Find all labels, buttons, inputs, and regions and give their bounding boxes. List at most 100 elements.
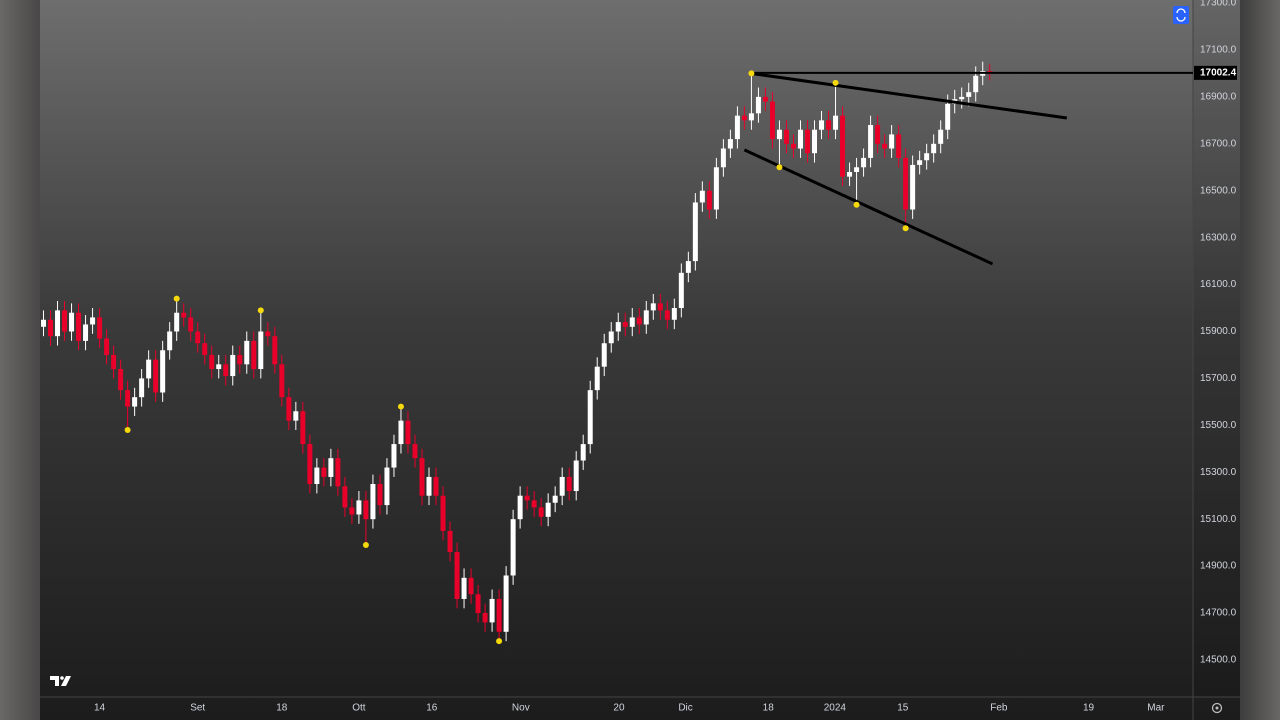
candle-body: [896, 134, 902, 158]
candle-body: [83, 324, 89, 341]
candle-body: [650, 303, 656, 311]
candle-body: [405, 420, 411, 445]
candle-body: [426, 476, 432, 496]
y-tick-label: 15100.0: [1200, 514, 1237, 525]
candle-body: [692, 202, 698, 262]
candle-body: [76, 312, 82, 341]
y-tick-label: 16900.0: [1200, 92, 1237, 103]
candle-body: [678, 272, 684, 309]
candle-body: [601, 343, 607, 367]
price-axis: [1193, 0, 1240, 697]
candle-body: [111, 354, 117, 370]
candle-body: [804, 129, 810, 154]
candle-body: [132, 397, 138, 407]
candle-body: [482, 613, 488, 623]
candle-body: [104, 338, 110, 355]
candle-body: [412, 444, 418, 459]
candle-body: [62, 310, 68, 332]
x-tick-label: 16: [426, 703, 438, 714]
candle-body: [272, 336, 278, 365]
candle-body: [566, 476, 572, 492]
candle-body: [384, 467, 390, 506]
candle-body: [840, 115, 846, 177]
candle-body: [188, 317, 194, 332]
pivot-low: [124, 427, 131, 434]
candle-body: [931, 143, 937, 154]
x-tick-label: 18: [276, 703, 288, 714]
candle-body: [573, 460, 579, 492]
candle-body: [251, 340, 257, 370]
candle-body: [363, 500, 369, 520]
candle-body: [594, 366, 600, 391]
marks: 14500.0 14700.0 14900.0 15100.0 15300.0 15500…: [41, 0, 1237, 714]
candle-body: [216, 364, 222, 370]
candle-body: [419, 458, 425, 496]
y-tick-label: 16500.0: [1200, 185, 1237, 196]
y-tick-label: 17100.0: [1200, 45, 1237, 56]
candle-body: [510, 519, 516, 576]
candle-body: [307, 444, 313, 484]
candle-body: [391, 444, 397, 468]
candle-body: [643, 310, 649, 325]
candle-body: [812, 129, 818, 154]
candle-body: [496, 598, 502, 632]
y-tick-label: 16300.0: [1200, 232, 1237, 243]
pivot-high: [748, 70, 755, 77]
candle-body: [636, 317, 642, 325]
candle-body: [55, 310, 61, 337]
candle-body: [966, 92, 972, 97]
candle-body: [748, 113, 754, 121]
candle-body: [300, 411, 306, 445]
candle-body: [349, 507, 355, 515]
candle-body: [889, 134, 895, 149]
candle-body: [868, 125, 874, 158]
candle-body: [727, 139, 733, 149]
candle-body: [657, 303, 663, 311]
x-tick-label: Feb: [990, 703, 1008, 714]
y-tick-label: 15700.0: [1200, 373, 1237, 384]
candle-body: [377, 483, 383, 506]
candle-body: [917, 160, 923, 165]
candle-body: [783, 129, 789, 144]
candle-body: [279, 364, 285, 398]
candle-body: [531, 500, 537, 508]
candle-body: [861, 157, 867, 168]
x-tick-label: Ott: [352, 703, 366, 714]
candle-body: [629, 317, 635, 327]
y-tick-label: 14900.0: [1200, 561, 1237, 572]
candle-body: [244, 340, 250, 365]
candle-body: [847, 171, 853, 177]
candle-body: [125, 390, 131, 407]
x-tick-label: 19: [1083, 703, 1095, 714]
candle-body: [706, 190, 712, 210]
candle-body: [398, 420, 404, 445]
candle-body: [454, 552, 460, 599]
y-tick-label: 17300.0: [1200, 0, 1237, 9]
pivot-low: [496, 638, 503, 645]
y-tick-label: 15300.0: [1200, 467, 1237, 478]
pivot-low: [902, 225, 909, 232]
y-tick-label: 15500.0: [1200, 420, 1237, 431]
candle-body: [910, 164, 916, 210]
candle-body: [973, 75, 979, 93]
candle-body: [440, 495, 446, 531]
sync-button[interactable]: [1173, 6, 1189, 24]
candle-body: [90, 317, 96, 325]
candle-body: [685, 261, 691, 273]
candle-body: [489, 598, 495, 623]
candle-body: [608, 331, 614, 344]
settings-icon: [1215, 706, 1219, 710]
logo-dot: [60, 676, 64, 680]
candle-body: [335, 458, 341, 487]
candle-body: [41, 319, 47, 327]
candle-body: [776, 129, 782, 140]
candle-body: [671, 308, 677, 320]
candle-body: [734, 115, 740, 140]
candle-body: [713, 167, 719, 210]
settings-button[interactable]: [1211, 702, 1223, 714]
candle-body: [69, 312, 75, 332]
candle-body: [167, 331, 173, 351]
candle-body: [875, 125, 881, 144]
